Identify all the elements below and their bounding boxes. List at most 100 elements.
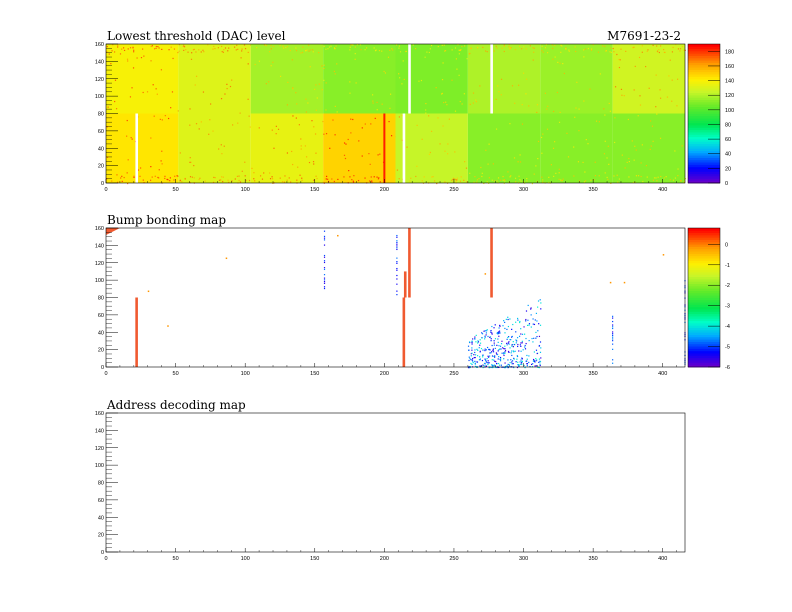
cluster-pixel [493, 340, 495, 342]
cluster-pixel [497, 338, 499, 340]
cluster-pixel [477, 349, 479, 352]
cluster-pixel [535, 312, 538, 315]
cluster-pixel [533, 337, 535, 339]
cluster-pixel [510, 359, 512, 361]
pixel-speckle [472, 102, 474, 104]
cluster-pixel [474, 363, 476, 365]
y-tick-label: 0 [101, 550, 104, 556]
cluster-pixel [479, 356, 481, 358]
cluster-pixel [532, 318, 534, 320]
cluster-pixel [518, 350, 520, 352]
cluster-pixel [496, 353, 499, 356]
palette-band [688, 299, 720, 303]
pixel-speckle [559, 111, 561, 114]
cluster-pixel [540, 302, 542, 304]
x-tick-label: 350 [589, 187, 598, 193]
palette-band [688, 145, 720, 149]
palette-band [688, 265, 720, 268]
cluster-pixel [516, 358, 518, 360]
pixel-speckle [296, 179, 298, 181]
cluster-pixel [495, 361, 497, 363]
x-tick-label: 400 [658, 371, 667, 377]
pixel-speckle [421, 180, 423, 182]
x-tick-label: 50 [173, 187, 179, 193]
module-id-label: M7691-23-2 [607, 29, 681, 43]
cluster-pixel [520, 328, 522, 330]
sparse-pixel [396, 294, 398, 296]
pixel-speckle [683, 49, 685, 51]
chip-block [395, 113, 468, 183]
pixel-speckle [451, 79, 453, 81]
pixel-speckle [441, 44, 443, 46]
pixel-speckle [296, 103, 298, 105]
pixel-speckle [309, 49, 311, 51]
cluster-pixel [491, 332, 493, 334]
pixel-speckle [106, 45, 108, 48]
pixel-speckle [187, 51, 189, 53]
palette-band [688, 322, 720, 326]
defect-column [490, 228, 493, 298]
pixel-speckle [536, 111, 538, 113]
palette-band [688, 237, 720, 240]
pixel-speckle [573, 146, 575, 148]
pixel-speckle [500, 94, 502, 96]
pixel-speckle [374, 117, 376, 120]
pixel-speckle [437, 117, 439, 119]
pixel-speckle [178, 50, 180, 52]
palette-band [688, 353, 720, 356]
pixel-speckle [304, 50, 307, 52]
pixel-speckle [442, 62, 444, 64]
x-tick-label: 0 [104, 187, 107, 193]
pixel-speckle [315, 109, 317, 111]
pixel-speckle [277, 128, 280, 130]
pixel-speckle [235, 49, 237, 51]
pixel-speckle [127, 159, 129, 161]
y-tick-label: 60 [98, 498, 104, 504]
pixel-speckle [428, 153, 431, 156]
palette-band [688, 155, 720, 158]
pixel-speckle [547, 105, 549, 107]
cluster-pixel [499, 345, 502, 347]
cluster-pixel [477, 341, 480, 343]
y-tick-label: 140 [95, 59, 104, 65]
cluster-pixel [534, 319, 536, 321]
pixel-speckle [209, 119, 211, 121]
cluster-pixel [471, 340, 473, 342]
pixel-speckle [114, 100, 116, 103]
pixel-speckle [321, 89, 323, 91]
cluster-pixel [489, 355, 491, 357]
chip-block [467, 113, 541, 183]
pixel-speckle [370, 123, 372, 125]
pixel-speckle [511, 85, 514, 87]
pixel-speckle [545, 44, 547, 46]
palette-band [688, 104, 720, 107]
pixel-speckle [526, 178, 528, 180]
pixel-speckle [106, 156, 109, 158]
pixel-speckle [519, 161, 522, 163]
pixel-speckle [546, 52, 549, 54]
y-tick-label: 60 [98, 313, 104, 319]
palette-band [688, 101, 720, 105]
pixel-speckle [241, 48, 243, 50]
pixel-speckle [347, 138, 349, 141]
pixel-speckle [482, 46, 484, 49]
sparse-pixel [396, 290, 398, 292]
cluster-pixel [519, 344, 522, 346]
pixel-speckle [121, 180, 123, 183]
cluster-pixel [474, 356, 476, 359]
pixel-speckle [544, 47, 547, 49]
pixel-speckle [269, 178, 272, 180]
cluster-pixel [484, 336, 486, 338]
pixel-speckle [455, 58, 458, 60]
cluster-pixel [538, 366, 540, 369]
cluster-pixel [493, 327, 495, 329]
chip-block [106, 113, 179, 183]
pixel-speckle [333, 70, 335, 72]
pixel-speckle [451, 49, 453, 51]
pixel-speckle [244, 48, 247, 50]
pixel-speckle [373, 47, 375, 49]
cluster-pixel [504, 362, 506, 364]
pixel-speckle [456, 179, 458, 181]
pixel-speckle [377, 178, 380, 180]
pixel-speckle [650, 145, 652, 147]
